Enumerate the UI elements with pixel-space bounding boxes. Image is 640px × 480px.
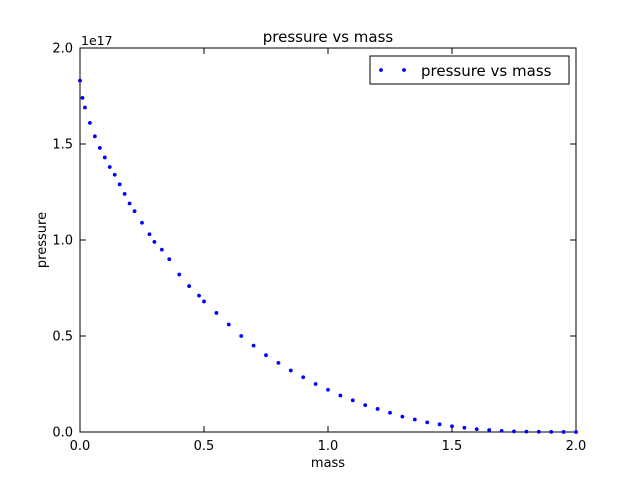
data-point [159,247,164,252]
data-point [574,430,578,434]
data-point [313,382,318,386]
data-point [437,422,442,427]
data-point [375,407,380,411]
data-point [127,201,132,206]
data-point [251,343,256,348]
legend: pressure vs mass [369,55,570,85]
data-point [499,428,504,433]
data-point [549,430,554,434]
data-point [167,257,172,262]
data-point [132,209,137,214]
data-point [301,375,306,380]
data-point [92,134,97,139]
data-point [450,424,454,429]
data-point [326,387,330,392]
data-point [350,398,355,403]
y-tick-label: 1.5 [52,138,73,153]
x-tick-label: 2.0 [566,439,587,454]
data-point [288,368,293,373]
legend-marker [379,68,383,72]
legend-label: pressure vs mass [421,62,552,80]
data-point [363,403,368,408]
data-point [462,425,467,430]
data-point [474,427,479,432]
data-point [197,293,201,298]
data-point [88,120,92,125]
data-point [107,165,112,169]
data-point [140,220,144,225]
y-tick-label: 0.0 [52,426,73,441]
y-axis-label: pressure [35,212,50,268]
y-tick-label: 2.0 [52,42,73,57]
data-point [412,417,417,422]
x-axis: 0.0 0.5 1.0 1.5 2.0 [70,48,587,454]
data-point [112,172,117,177]
x-axis-label: mass [311,456,345,471]
plot-area [79,47,577,433]
data-point [487,428,492,432]
data-point [177,272,182,277]
series-pressure-vs-mass [78,78,578,434]
x-tick-label: 1.5 [442,439,463,454]
data-point [524,429,529,434]
data-point [202,299,206,304]
data-point [187,284,192,288]
offset-label: 1e17 [81,33,113,48]
data-point [122,192,127,196]
data-point [83,105,87,110]
x-tick-label: 0.5 [194,439,215,454]
data-point [400,414,405,419]
data-point [276,360,281,365]
y-axis: 0.0 0.5 1.0 1.5 2.0 [52,42,576,441]
legend-marker [402,68,406,72]
chart-title: pressure vs mass [263,28,394,46]
y-tick-label: 0.5 [52,330,73,345]
data-point [536,429,541,434]
x-tick-label: 0.0 [70,439,91,454]
data-point [512,429,516,434]
y-tick-label: 1.0 [52,234,73,249]
data-point [78,78,82,83]
data-point [425,420,430,425]
data-point [388,410,392,415]
data-point [214,311,219,315]
data-point [264,353,268,358]
data-point [102,155,107,160]
x-tick-label: 1.0 [318,439,339,454]
data-point [97,145,102,150]
data-point [80,96,85,100]
data-point [338,393,343,398]
data-point [152,240,157,244]
data-point [117,182,122,187]
data-point [226,322,231,327]
data-point [147,232,152,237]
data-point [561,430,566,434]
data-point [239,334,244,338]
